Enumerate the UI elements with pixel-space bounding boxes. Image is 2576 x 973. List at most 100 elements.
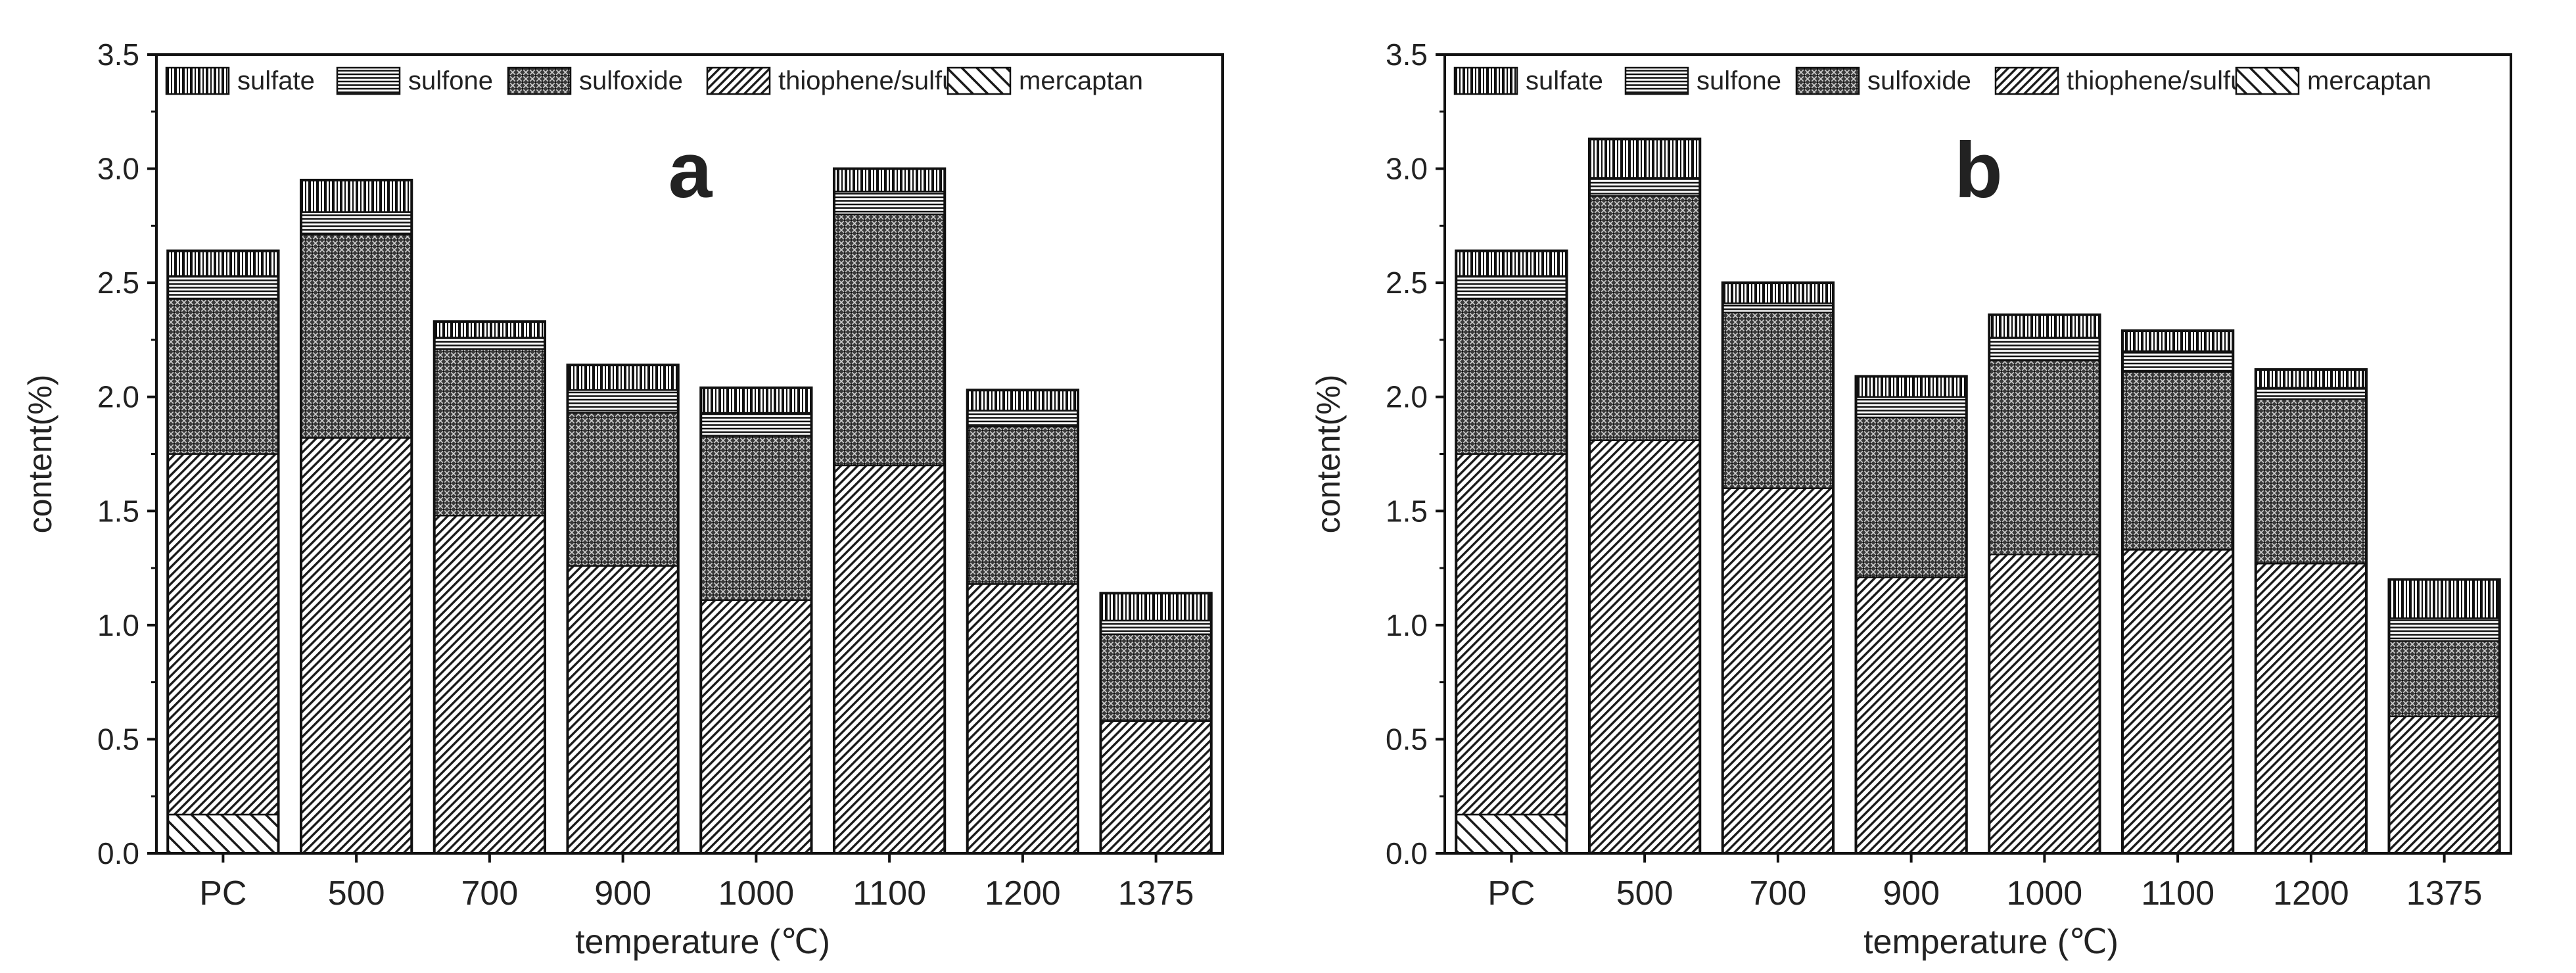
bar-segment-sulfate [833,168,946,193]
bar-segment-thiophene [166,453,279,816]
y-tick-label: 3.0 [97,152,139,186]
bar-segment-sulfone [966,410,1079,428]
chart-panel-b: 0.0 0.5 1.0 1.5 2.0 2.5 3.0 3.5 content(%) PC 500 7… [1288,0,2576,973]
bar-segment-sulfone [300,211,413,236]
legend-label: sulfone [408,66,493,95]
y-tick-label: 0.5 [1386,722,1428,756]
legend-swatch [1624,66,1689,95]
bar-segment-sulfoxide [1588,195,1701,441]
bar-segment-thiophene [433,514,546,855]
legend-item-mercaptan: mercaptan [2235,66,2431,95]
bar-segment-thiophene [1455,453,1568,816]
x-tick-label: 700 [461,874,518,913]
legend-label: sulfate [1526,66,1603,95]
bar-segment-sulfoxide [1100,633,1213,722]
bar-segment-sulfate [1855,375,1968,398]
y-tick-label: 0.0 [97,836,139,870]
legend-item-sulfone: sulfone [336,66,493,95]
y-tick-label: 2.5 [97,266,139,300]
bar-segment-thiophene [1588,439,1701,855]
bar-segment-sulfone [833,191,946,216]
legend-swatch [947,66,1012,95]
legend-swatch [1795,66,1860,95]
legend-swatch [1994,66,2059,95]
x-tick-label: 1375 [2406,874,2483,913]
bar-segment-sulfate [2121,329,2234,352]
bar-segment-sulfate [2255,368,2368,389]
bar-segment-sulfone [1855,396,1968,419]
bar-segment-thiophene [2388,715,2501,855]
legend-item-sulfate: sulfate [165,66,315,95]
y-tick-label: 0.0 [1386,836,1428,870]
bar-segment-sulfoxide [2255,398,2368,565]
stacked-bar-chart-b: 0.0 0.5 1.0 1.5 2.0 2.5 3.0 3.5 content(%) PC 500 7… [1310,37,2512,961]
legend-label: thiophene/sulfur [2067,66,2254,95]
x-tick-label: 1200 [2273,874,2349,913]
bar-segment-mercaptan [1455,813,1568,855]
y-axis-label: content(%) [22,375,59,534]
x-tick-label: PC [199,874,246,913]
bar-segment-sulfate [433,320,546,339]
legend-item-sulfone: sulfone [1624,66,1781,95]
bar-segment-sulfate [699,387,812,414]
x-tick-label: 1100 [2141,874,2214,913]
bar-segment-sulfate [2388,579,2501,619]
bar-segment-thiophene [1988,553,2101,855]
bar-segment-thiophene [567,565,680,855]
bar-segment-sulfate [966,389,1079,412]
legend-item-thiophene: thiophene/sulfur [1994,66,2254,95]
bar-segment-sulfoxide [433,348,546,517]
bar-segment-sulfoxide [300,233,413,439]
y-tick-label: 2.0 [1386,380,1428,414]
bar-segment-sulfoxide [1721,312,1835,489]
x-tick-label: PC [1487,874,1535,913]
bar-segment-sulfate [1588,138,1701,179]
bar-segment-sulfone [1100,619,1213,635]
bar-segment-sulfoxide [699,435,812,601]
legend-swatch [336,66,401,95]
y-tick-label: 3.5 [1386,37,1428,72]
legend-item-sulfoxide: sulfoxide [1795,66,1971,95]
x-tick-label: 500 [328,874,385,913]
bar-segment-mercaptan [166,813,279,855]
y-tick-label: 1.0 [1386,608,1428,642]
x-axis-label: temperature (℃) [1863,923,2119,961]
bar-segment-sulfone [2121,350,2234,373]
bar-segment-sulfone [433,337,546,350]
legend-item-mercaptan: mercaptan [947,66,1143,95]
y-tick-label: 1.0 [97,608,139,642]
stacked-bar-chart-a: 0.0 0.5 1.0 1.5 2.0 2.5 3.0 3.5 content(%) PC 500 7… [22,37,1224,961]
legend-swatch [2235,66,2300,95]
x-tick-label: 1100 [853,874,926,913]
bar-segment-sulfoxide [1988,359,2101,556]
bar-segment-thiophene [1721,487,1835,855]
x-tick-label: 900 [1883,874,1940,913]
bar-segment-sulfone [2388,617,2501,642]
bar-segment-sulfone [1721,302,1835,314]
bar-segment-sulfate [1455,250,1568,277]
legend-label: sulfone [1697,66,1781,95]
bar-segment-sulfate [300,179,413,213]
bar-segment-sulfoxide [966,425,1079,585]
y-tick-label: 1.5 [97,494,139,528]
bar-segment-thiophene [2255,562,2368,855]
chart-panel-a: 0.0 0.5 1.0 1.5 2.0 2.5 3.0 3.5 content(%) PC 500 7… [22,37,1224,961]
bar-segment-sulfoxide [567,412,680,567]
bar-segment-thiophene [966,583,1079,855]
legend-swatch [165,66,230,95]
y-tick-label: 3.5 [97,37,139,72]
bar-segment-sulfoxide [833,213,946,467]
legend-label: sulfate [237,66,315,95]
panel-label: a [668,126,713,214]
y-axis-label: content(%) [1310,375,1347,534]
bar-segment-sulfate [166,250,279,277]
legend-label: thiophene/sulfur [778,66,966,95]
bar-segment-thiophene [1100,720,1213,855]
legend-label: mercaptan [2307,66,2431,95]
bar-segment-sulfone [1588,177,1701,197]
bar-segment-sulfoxide [1455,298,1568,455]
legend-label: sulfoxide [579,66,683,95]
x-tick-label: 700 [1749,874,1806,913]
bar-segment-sulfate [567,364,680,391]
legend-swatch [507,66,572,95]
